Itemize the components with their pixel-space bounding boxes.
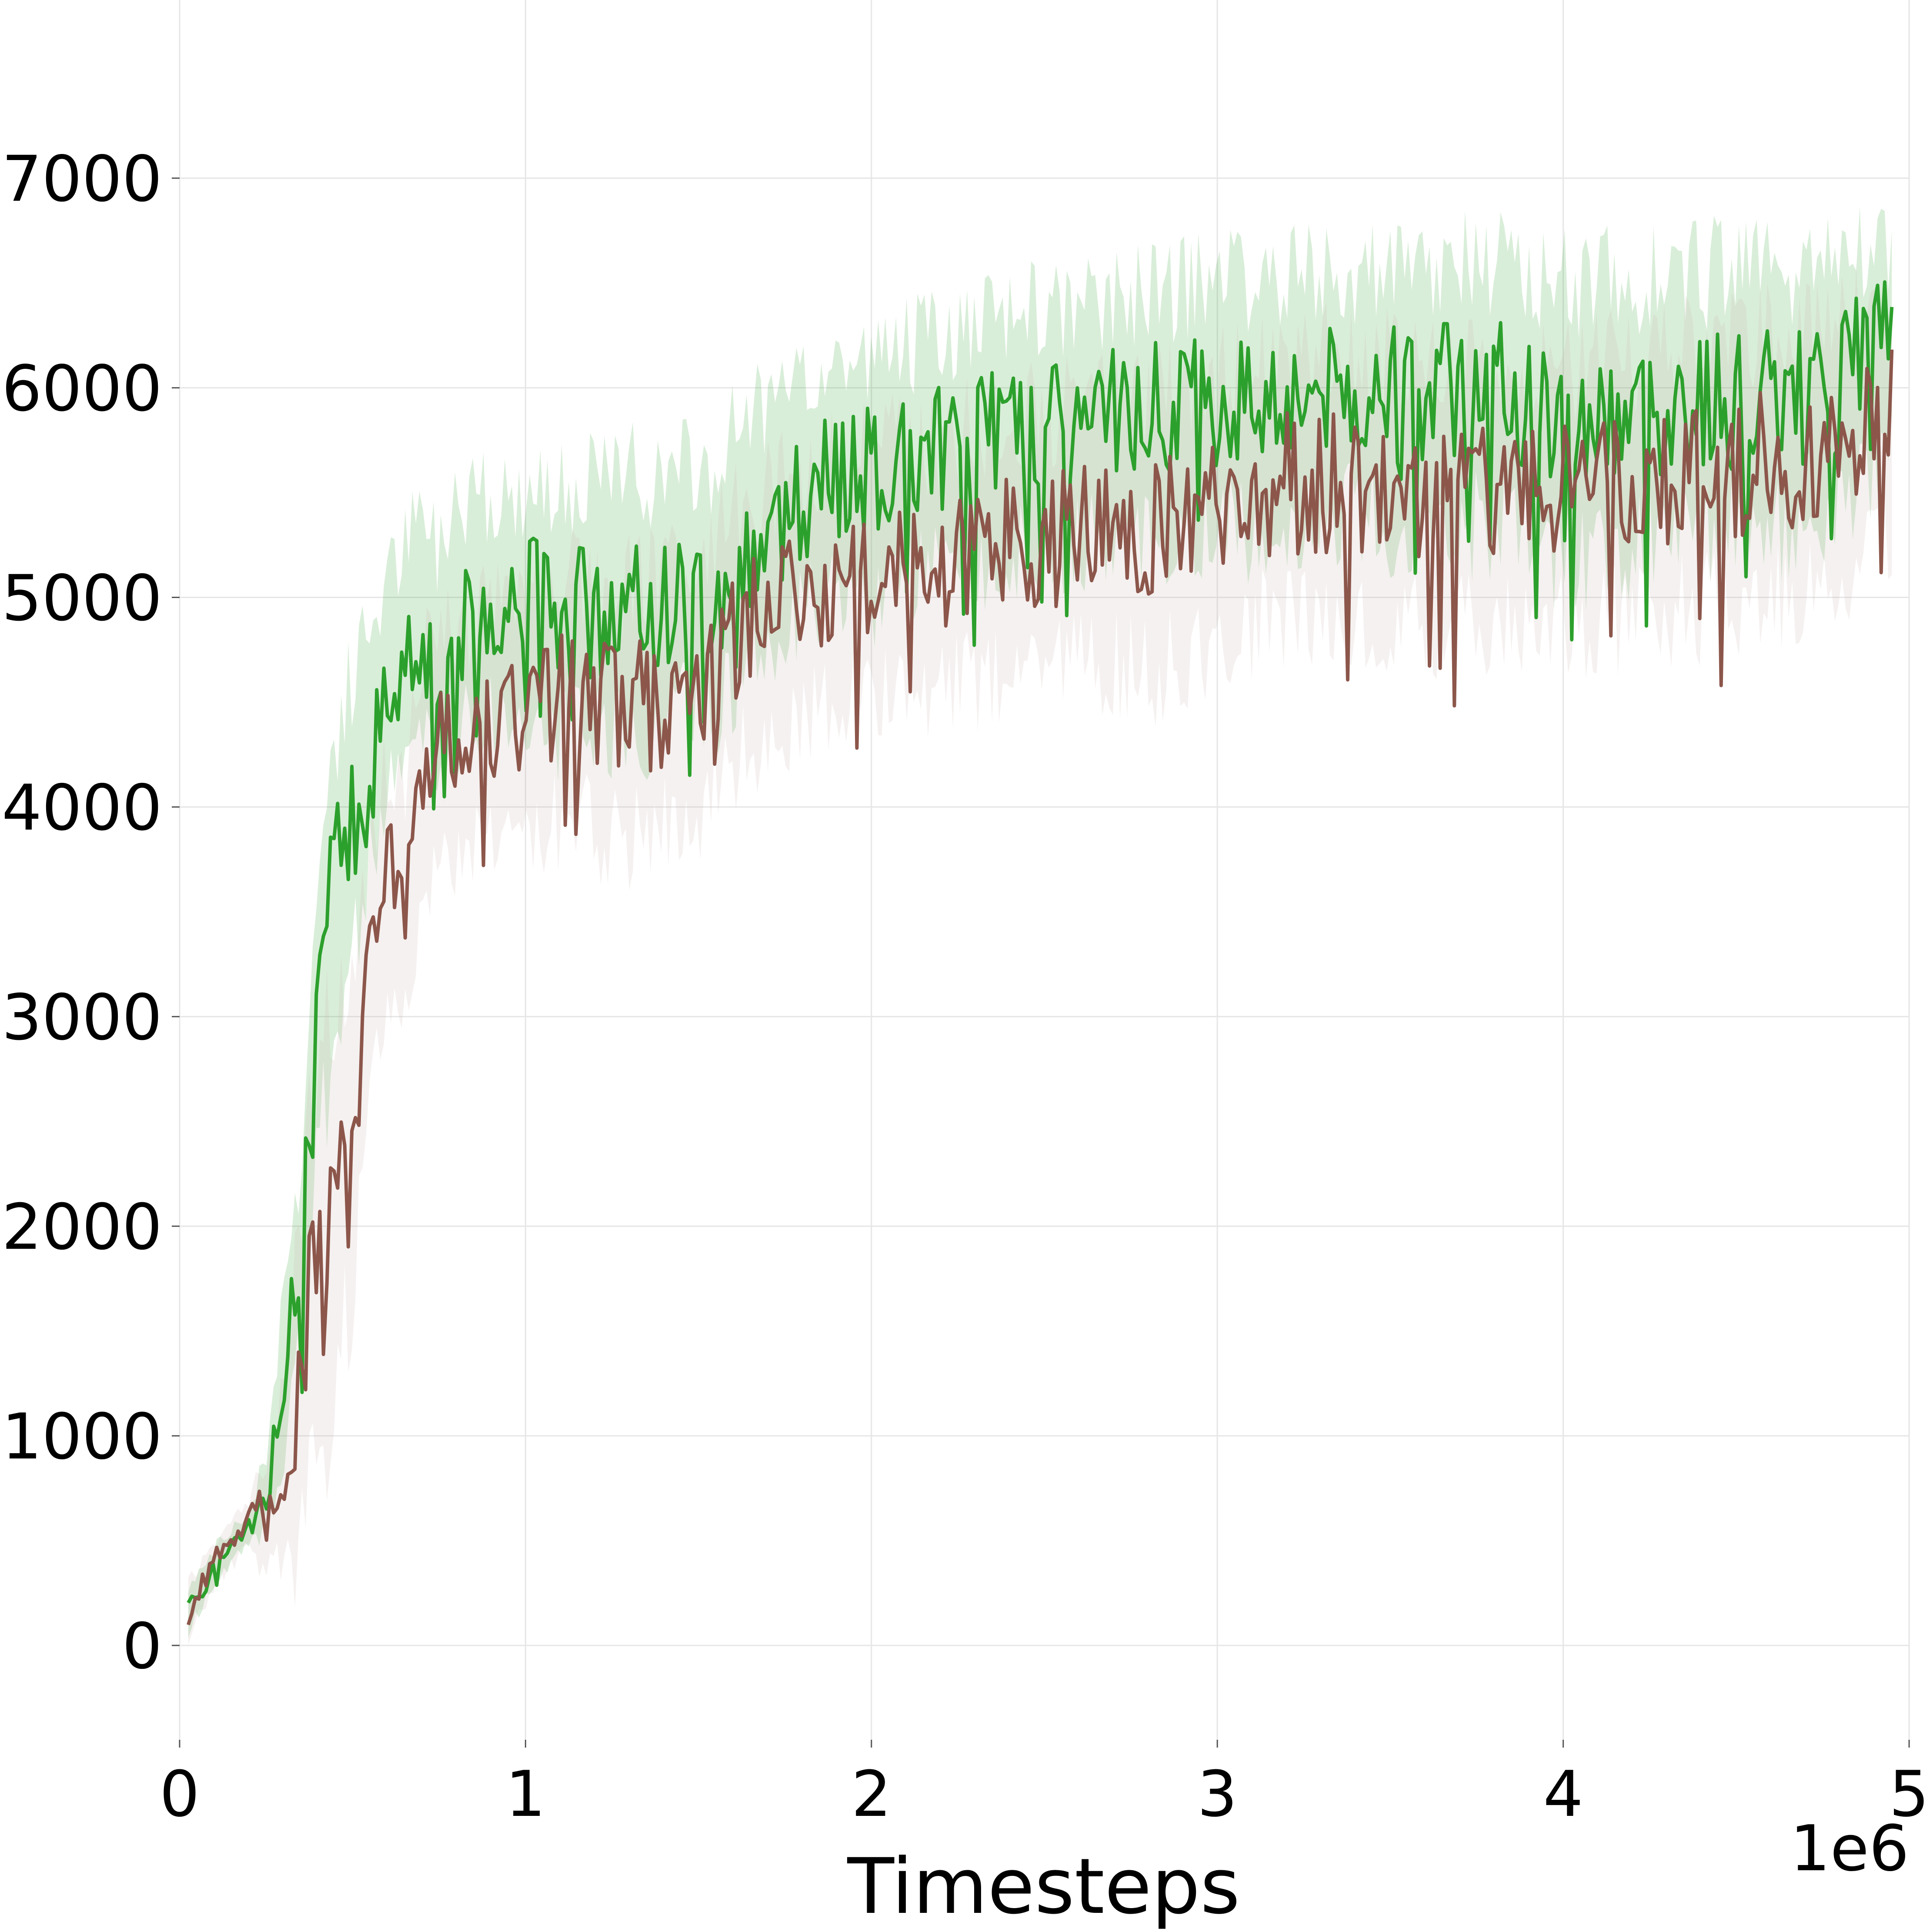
x-tick-label: 5 bbox=[1889, 1758, 1929, 1831]
x-tick-label: 4 bbox=[1543, 1758, 1583, 1831]
series-band bbox=[188, 261, 1892, 1645]
y-tick-label: 2000 bbox=[2, 1190, 162, 1264]
x-axis-offset-label: 1e6 bbox=[1790, 1812, 1909, 1885]
y-tick-label: 0 bbox=[122, 1610, 162, 1683]
x-tick-label: 1 bbox=[505, 1758, 545, 1831]
y-tick-label: 3000 bbox=[2, 981, 162, 1054]
y-tick-label: 1000 bbox=[2, 1400, 162, 1474]
x-tick-label: 0 bbox=[160, 1758, 200, 1831]
x-tick-label: 2 bbox=[851, 1758, 892, 1831]
grid-lines bbox=[179, 0, 1910, 1740]
x-axis-title: Timesteps bbox=[847, 1842, 1240, 1931]
series-line bbox=[187, 349, 1894, 1625]
confidence-bands bbox=[188, 206, 1892, 1645]
x-tick-label: 3 bbox=[1197, 1758, 1237, 1831]
y-tick-label: 4000 bbox=[2, 771, 162, 845]
y-tick-label: 5000 bbox=[2, 562, 162, 635]
y-tick-label: 6000 bbox=[2, 352, 162, 426]
series-lines bbox=[187, 280, 1894, 1625]
axis-ticks: 0 1 2 3 4 5 0 1000 2000 3000 4000 5000 6000 7000 bbox=[2, 143, 1929, 1831]
series-band bbox=[188, 206, 1892, 1638]
y-tick-label: 7000 bbox=[2, 143, 162, 216]
